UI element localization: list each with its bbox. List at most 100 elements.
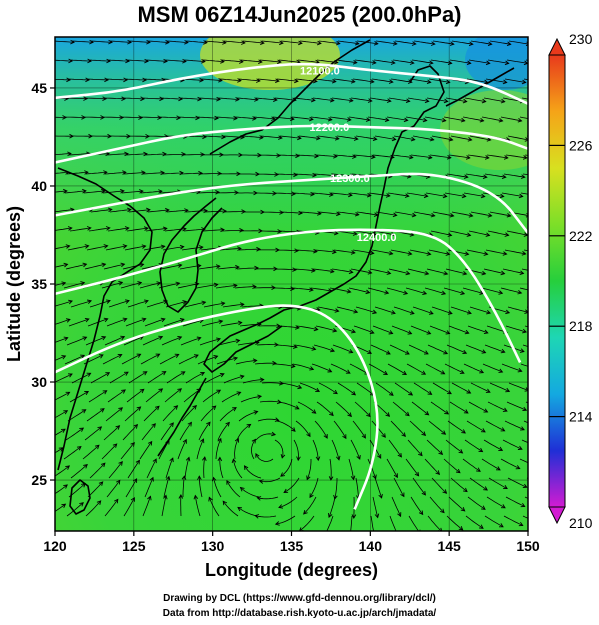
streamline bbox=[505, 496, 525, 507]
streamline-arrowhead bbox=[448, 137, 454, 142]
streamline bbox=[426, 439, 443, 455]
streamline bbox=[123, 172, 145, 175]
streamline-arrowhead bbox=[519, 270, 525, 276]
streamline bbox=[234, 438, 239, 460]
streamline-arrowhead bbox=[311, 409, 317, 414]
streamline bbox=[161, 336, 182, 346]
streamline bbox=[198, 421, 211, 441]
height-contour bbox=[55, 172, 528, 234]
streamline-arrowhead bbox=[356, 455, 361, 460]
streamline-arrowhead bbox=[479, 369, 485, 374]
streamline bbox=[82, 116, 104, 118]
streamline bbox=[333, 78, 355, 83]
streamline-arrowhead bbox=[213, 282, 219, 288]
streamline-arrowhead bbox=[498, 290, 504, 295]
streamline bbox=[469, 306, 491, 314]
streamline bbox=[273, 287, 295, 290]
streamline-arrowhead bbox=[345, 369, 351, 374]
streamline bbox=[274, 439, 284, 458]
streamline-arrowhead bbox=[455, 468, 461, 474]
streamline bbox=[368, 192, 390, 197]
streamline bbox=[126, 59, 149, 62]
streamline-arrowhead bbox=[203, 40, 208, 45]
streamline-arrowhead bbox=[520, 502, 526, 508]
streamline-arrowhead bbox=[297, 384, 303, 390]
contour-label: 12100.0 bbox=[300, 65, 340, 77]
streamline-arrowhead bbox=[323, 434, 328, 439]
streamline-arrowhead bbox=[447, 390, 452, 395]
streamline-arrowhead bbox=[96, 500, 102, 506]
streamline-arrowhead bbox=[327, 368, 333, 373]
streamline bbox=[274, 268, 297, 271]
streamline-arrowhead bbox=[202, 456, 207, 461]
streamline-arrowhead bbox=[501, 174, 507, 180]
streamline bbox=[145, 228, 167, 232]
streamline bbox=[466, 420, 486, 433]
streamline-arrowhead bbox=[141, 170, 146, 175]
streamline bbox=[278, 59, 300, 63]
streamline bbox=[520, 192, 528, 195]
streamline bbox=[259, 400, 281, 403]
colorbar-ticks: 230 226 222 218 214 210 bbox=[549, 31, 593, 531]
streamline-arrowhead bbox=[484, 155, 490, 160]
streamline-arrowhead bbox=[298, 210, 303, 216]
streamline-arrowhead bbox=[165, 207, 170, 213]
streamline-arrowhead bbox=[390, 60, 396, 65]
streamline bbox=[312, 97, 334, 101]
streamline-arrowhead bbox=[98, 354, 104, 359]
streamline-arrowhead bbox=[465, 155, 471, 160]
streamline bbox=[122, 424, 138, 441]
streamline-arrowhead bbox=[105, 372, 111, 377]
streamline bbox=[88, 390, 107, 403]
streamline-arrowhead bbox=[505, 309, 511, 315]
streamline-arrowhead bbox=[115, 425, 121, 430]
streamline-arrowhead bbox=[467, 137, 473, 142]
streamline bbox=[241, 135, 263, 139]
streamline-arrowhead bbox=[251, 438, 257, 444]
streamline-arrowhead bbox=[122, 317, 128, 323]
streamline bbox=[106, 318, 127, 327]
streamline-arrowhead bbox=[233, 283, 238, 289]
streamline bbox=[145, 388, 163, 403]
streamline bbox=[203, 135, 226, 138]
streamline bbox=[501, 363, 522, 372]
streamline-arrowhead bbox=[70, 39, 75, 45]
streamline-arrowhead bbox=[481, 505, 486, 510]
streamline bbox=[314, 78, 336, 82]
streamline-arrowhead bbox=[316, 40, 322, 46]
streamline-arrowhead bbox=[84, 244, 90, 249]
streamline bbox=[315, 154, 337, 157]
streamline bbox=[292, 192, 315, 195]
streamline-arrowhead bbox=[502, 407, 508, 412]
streamline-arrowhead bbox=[391, 136, 397, 142]
streamline-arrowhead bbox=[294, 248, 299, 253]
streamline bbox=[387, 192, 409, 197]
streamline-arrowhead bbox=[232, 407, 237, 412]
streamline bbox=[448, 325, 469, 334]
streamline bbox=[411, 401, 429, 416]
streamline bbox=[83, 190, 105, 194]
streamline-arrowhead bbox=[122, 170, 127, 175]
streamline-arrowhead bbox=[504, 232, 510, 237]
streamline bbox=[240, 59, 262, 63]
streamline bbox=[55, 209, 74, 213]
credits: Drawing by DCL (https://www.gfd-dennou.o… bbox=[0, 591, 599, 621]
streamline bbox=[122, 263, 144, 270]
streamline-arrowhead bbox=[165, 475, 171, 481]
streamline bbox=[120, 282, 142, 289]
streamline bbox=[219, 407, 237, 422]
streamline-arrowhead bbox=[65, 318, 71, 323]
streamline bbox=[408, 344, 429, 355]
streamline bbox=[448, 154, 470, 159]
streamline-arrowhead bbox=[486, 137, 492, 142]
streamline-arrowhead bbox=[442, 193, 448, 199]
streamline bbox=[483, 268, 505, 275]
streamline-arrowhead bbox=[179, 244, 185, 250]
streamline-arrowhead bbox=[313, 248, 318, 254]
streamline-arrowhead bbox=[424, 270, 430, 276]
coastline-kuril bbox=[445, 67, 515, 107]
streamline bbox=[293, 439, 299, 461]
streamline bbox=[226, 480, 241, 498]
streamline-arrowhead bbox=[539, 348, 543, 352]
coastline-asia bbox=[57, 167, 153, 471]
